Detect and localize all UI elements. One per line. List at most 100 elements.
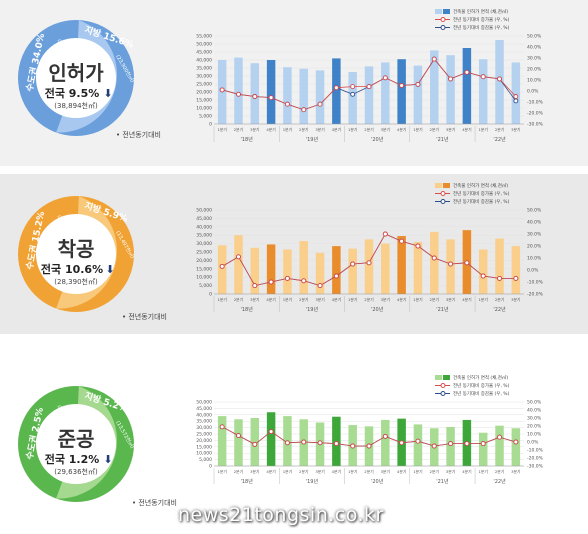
series-point bbox=[252, 441, 258, 447]
x-tick: 3분기 bbox=[381, 469, 390, 474]
series-point bbox=[268, 429, 274, 435]
year-label: '22년 bbox=[493, 306, 506, 313]
y-left-tick: 25,000 bbox=[196, 82, 212, 88]
bar bbox=[478, 432, 488, 466]
x-tick: 2분기 bbox=[299, 469, 308, 474]
y-left-tick: 30,000 bbox=[196, 241, 212, 247]
x-tick: 3분기 bbox=[446, 297, 455, 302]
y-right-tick: 30.0% bbox=[527, 416, 542, 422]
legend-marker bbox=[440, 383, 446, 388]
series-point bbox=[464, 69, 470, 75]
permit-ring-hole bbox=[36, 38, 116, 118]
series-point bbox=[513, 94, 519, 99]
y-left-tick: 50,000 bbox=[196, 42, 212, 48]
series-point bbox=[415, 81, 421, 87]
x-tick: 4분기 bbox=[332, 297, 341, 302]
y-left-tick: 0 bbox=[209, 122, 212, 128]
series-point bbox=[513, 275, 519, 281]
y-right-tick: 30.0% bbox=[527, 232, 542, 238]
series-point bbox=[382, 75, 388, 81]
legend-bar-swatch bbox=[443, 9, 450, 14]
x-tick: 2분기 bbox=[495, 469, 504, 474]
y-right-tick: -20.0% bbox=[527, 456, 544, 462]
bar bbox=[364, 239, 374, 294]
bar bbox=[495, 40, 504, 124]
y-left-tick: 40,000 bbox=[196, 224, 212, 230]
bar bbox=[430, 50, 439, 124]
y-left-tick: 5,000 bbox=[199, 283, 212, 289]
x-tick: 1분기 bbox=[479, 297, 488, 302]
series-point bbox=[513, 98, 519, 104]
year-label: '20년 bbox=[371, 478, 384, 485]
year-label: '22년 bbox=[493, 136, 506, 143]
series-point bbox=[513, 439, 519, 445]
y-right-tick: 30.0% bbox=[527, 56, 542, 62]
y-left-tick: 45,000 bbox=[196, 216, 212, 222]
permit-donut: 인허가 전국 9.5% ⬇ (38,894천㎡) 수도권 34.0% (14,9… bbox=[18, 20, 136, 136]
permit-national: 전국 9.5% bbox=[45, 86, 100, 100]
x-tick: 1분기 bbox=[479, 127, 488, 132]
y-left-tick: 10,000 bbox=[196, 451, 212, 457]
series-point bbox=[317, 101, 323, 107]
permit-chart: 건축물 인허가 면적 (채,천㎡)전년 동기대비 증가율 (우, %)전년 동기… bbox=[196, 8, 544, 143]
year-label: '19년 bbox=[306, 136, 319, 143]
y-left-tick: 50,000 bbox=[196, 400, 212, 406]
series-point bbox=[497, 275, 502, 281]
y-right-tick: 40.0% bbox=[527, 220, 542, 226]
x-tick: 3분기 bbox=[511, 127, 520, 132]
y-left-tick: 20,000 bbox=[196, 438, 212, 444]
y-right-tick: 40.0% bbox=[527, 408, 542, 414]
y-right-tick: -30.0% bbox=[527, 122, 544, 128]
x-tick: 2분기 bbox=[299, 297, 308, 302]
series-point bbox=[399, 440, 405, 446]
series-point bbox=[431, 443, 437, 449]
down-arrow-icon: ⬇ bbox=[103, 87, 112, 100]
bar bbox=[266, 60, 276, 124]
series-point bbox=[317, 283, 323, 289]
legend-bar-swatch bbox=[435, 183, 442, 188]
y-right-tick: 20.0% bbox=[527, 67, 542, 73]
bar bbox=[332, 58, 341, 124]
series-point bbox=[236, 91, 241, 97]
bar bbox=[511, 62, 521, 124]
legend-marker bbox=[440, 191, 446, 196]
bar bbox=[315, 70, 325, 124]
series-point bbox=[415, 438, 421, 444]
bar bbox=[446, 426, 455, 466]
bar bbox=[413, 241, 423, 294]
series-point bbox=[236, 433, 241, 439]
divider bbox=[0, 334, 588, 342]
series-point bbox=[382, 433, 388, 439]
bar bbox=[478, 59, 488, 125]
x-tick: 1분기 bbox=[348, 297, 357, 302]
series-point bbox=[219, 87, 225, 93]
x-tick: 2분기 bbox=[495, 297, 504, 302]
y-right-tick: -10.0% bbox=[527, 100, 544, 106]
bar bbox=[315, 252, 325, 294]
series-point bbox=[480, 273, 486, 279]
x-tick: 3분기 bbox=[446, 127, 455, 132]
bar bbox=[495, 238, 504, 294]
down-arrow-icon: ⬇ bbox=[105, 263, 114, 276]
bar bbox=[348, 72, 357, 124]
bar bbox=[381, 62, 390, 124]
x-tick: 1분기 bbox=[283, 469, 292, 474]
complete-ring-hole bbox=[36, 404, 116, 484]
bar bbox=[511, 246, 521, 294]
permit-note: • 전년동기대비 bbox=[116, 131, 161, 139]
legend-bar-swatch bbox=[443, 375, 450, 380]
year-label: '18년 bbox=[240, 478, 253, 485]
series-point bbox=[448, 76, 454, 82]
series-point bbox=[268, 279, 274, 285]
year-label: '21년 bbox=[436, 478, 449, 485]
bar bbox=[446, 55, 455, 125]
x-tick: 4분기 bbox=[397, 469, 406, 474]
y-right-tick: 0.0% bbox=[527, 89, 539, 95]
y-left-tick: 15,000 bbox=[196, 444, 212, 450]
x-tick: 4분기 bbox=[332, 127, 341, 132]
y-left-tick: 15,000 bbox=[196, 98, 212, 104]
x-tick: 2분기 bbox=[430, 297, 439, 302]
x-tick: 3분기 bbox=[250, 469, 259, 474]
x-tick: 4분기 bbox=[397, 297, 406, 302]
y-right-tick: 40.0% bbox=[527, 45, 542, 51]
